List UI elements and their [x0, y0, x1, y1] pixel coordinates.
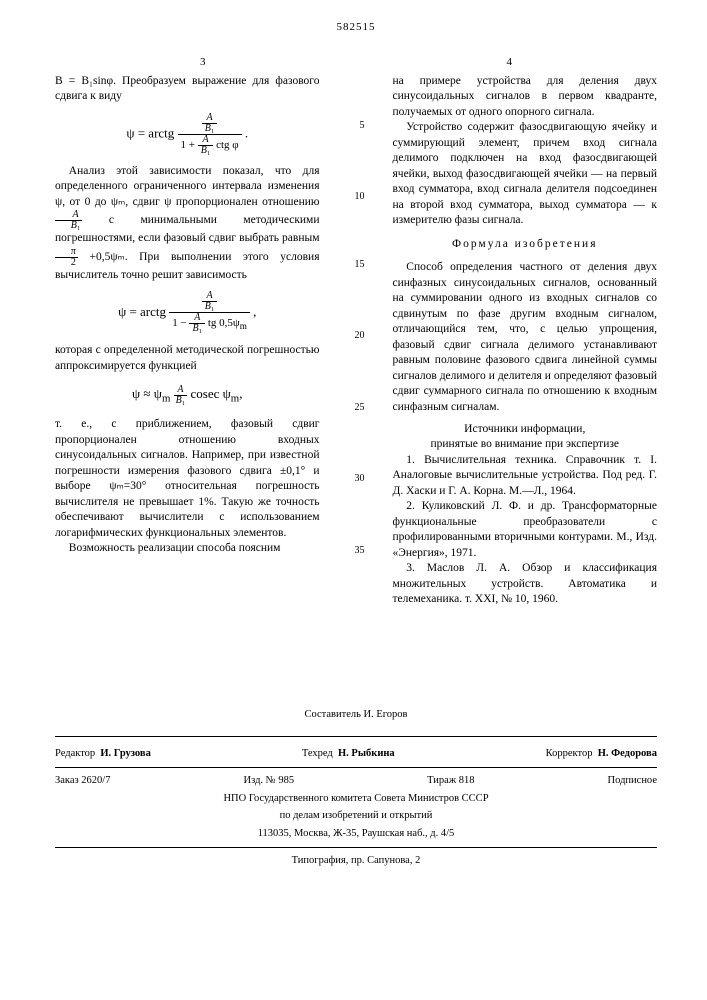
compiler-line: Составитель И. Егоров [55, 708, 657, 722]
typography-line: Типография, пр. Сапунова, 2 [55, 854, 657, 868]
order-line: Заказ 2620/7 Изд. № 985 Тираж 818 Подпис… [55, 774, 657, 788]
page-right: 4 [507, 55, 513, 70]
r-para-2: Устройство содержит фазосдвигающую ячейк… [393, 120, 658, 229]
formula-3: ψ ≈ ψm AB₁ cosec ψm, [55, 382, 320, 409]
two-column-body: B = B₁sinφ. Преобразуем выражение для фа… [55, 74, 657, 608]
editors-line: Редактор И. Грузова Техред Н. Рыбкина Ко… [55, 747, 657, 761]
footer-divider-2 [55, 767, 657, 768]
right-column: на примере устройства для деления двух с… [393, 74, 658, 608]
page-numbers: 3 4 [55, 55, 657, 70]
formula-1: ψ = arctg AB₁ 1 + AB₁ ctg φ . [55, 113, 320, 156]
reference-3: 3. Маслов Л. А. Обзор и классификация мн… [393, 561, 658, 608]
para-2: Анализ этой зависимости показал, что для… [55, 164, 320, 284]
left-column: B = B₁sinφ. Преобразуем выражение для фа… [55, 74, 320, 608]
references-title: Источники информации, принятые во вниман… [393, 422, 658, 453]
org-line-2: по делам изобретений и открытий [55, 809, 657, 823]
claims-title: Формула изобретения [393, 237, 658, 253]
footer-divider-3 [55, 847, 657, 848]
para-4: т. е., с приближением, фазовый сдвиг про… [55, 417, 320, 541]
footer: Составитель И. Егоров Редактор И. Грузов… [55, 708, 657, 868]
reference-2: 2. Куликовский Л. Ф. и др. Трансформатор… [393, 499, 658, 561]
doc-number: 582515 [55, 20, 657, 35]
line-number-gutter: 5 10 15 20 25 30 35 [348, 74, 365, 608]
reference-1: 1. Вычислительная техника. Справочник т.… [393, 453, 658, 500]
r-para-3: Способ определения частного от деления д… [393, 260, 658, 415]
address-line: 113035, Москва, Ж-35, Раушская наб., д. … [55, 827, 657, 841]
org-line-1: НПО Государственного комитета Совета Мин… [55, 792, 657, 806]
r-para-1: на примере устройства для деления двух с… [393, 74, 658, 121]
para-5: Возможность реализации способа поясним [55, 541, 320, 557]
para-1: B = B₁sinφ. Преобразуем выражение для фа… [55, 74, 320, 105]
formula-2: ψ = arctg AB₁ 1 − AB₁ tg 0,5ψm , [55, 291, 320, 335]
page-left: 3 [200, 55, 206, 70]
para-3: которая с определенной методической погр… [55, 343, 320, 374]
footer-divider-1 [55, 736, 657, 737]
